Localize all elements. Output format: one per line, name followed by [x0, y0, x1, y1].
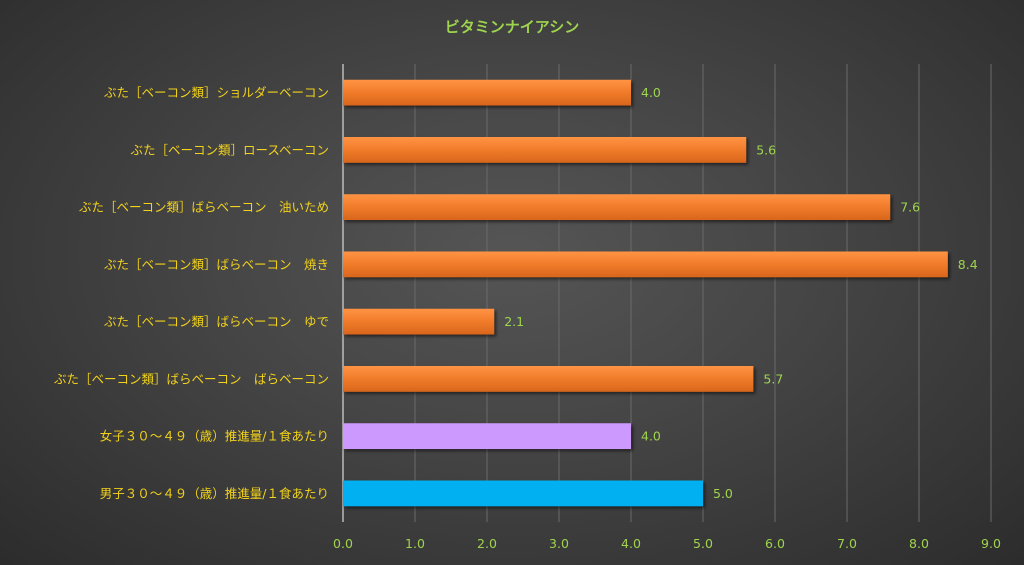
data-label: 2.1	[504, 314, 524, 329]
x-tick-label: 4.0	[621, 536, 641, 551]
data-label: 8.4	[958, 257, 978, 272]
labels: 0.0 1.0 2.0 3.0 4.0 5.0 6.0 7.0 8.0 9.0 ぶた［ベーコン類］シ…	[54, 85, 1001, 551]
category-label: ぶた［ベーコン類］ショルダーベーコン	[104, 85, 329, 100]
data-label: 4.0	[641, 85, 661, 100]
bar	[343, 365, 754, 392]
bar	[343, 251, 948, 278]
x-tick-label: 5.0	[693, 536, 713, 551]
bar	[343, 308, 495, 335]
bar	[343, 423, 631, 450]
bar	[343, 79, 631, 106]
category-label: ぶた［ベーコン類］ばらベーコン 焼き	[104, 257, 329, 272]
gridlines	[342, 64, 992, 522]
x-tick-label: 6.0	[765, 536, 785, 551]
bar	[343, 480, 703, 507]
category-label: ぶた［ベーコン類］ばらベーコン 油いため	[79, 200, 329, 215]
x-tick-label: 0.0	[333, 536, 353, 551]
bars	[343, 79, 948, 507]
x-tick-label: 8.0	[909, 536, 929, 551]
category-label: 女子３０～４９（歳）推進量/１食あたり	[100, 429, 329, 444]
category-label: ぶた［ベーコン類］ロースベーコン	[130, 142, 329, 157]
x-tick-label: 3.0	[549, 536, 569, 551]
x-tick-label: 2.0	[477, 536, 497, 551]
category-label: ぶた［ベーコン類］ばらベーコン ゆで	[104, 314, 329, 329]
bar	[343, 136, 747, 163]
x-tick-label: 9.0	[981, 536, 1001, 551]
data-label: 5.6	[756, 142, 776, 157]
chart-title: ビタミンナイアシン	[445, 18, 579, 36]
category-label: 男子３０～４９（歳）推進量/１食あたり	[100, 486, 329, 501]
x-tick-label: 1.0	[405, 536, 425, 551]
data-label: 7.6	[900, 200, 920, 215]
x-tick-label: 7.0	[837, 536, 857, 551]
data-label: 5.0	[713, 486, 733, 501]
category-label: ぶた［ベーコン類］ばらベーコン ばらベーコン	[54, 371, 329, 386]
data-label: 5.7	[763, 371, 783, 386]
bar	[343, 194, 891, 221]
data-label: 4.0	[641, 429, 661, 444]
